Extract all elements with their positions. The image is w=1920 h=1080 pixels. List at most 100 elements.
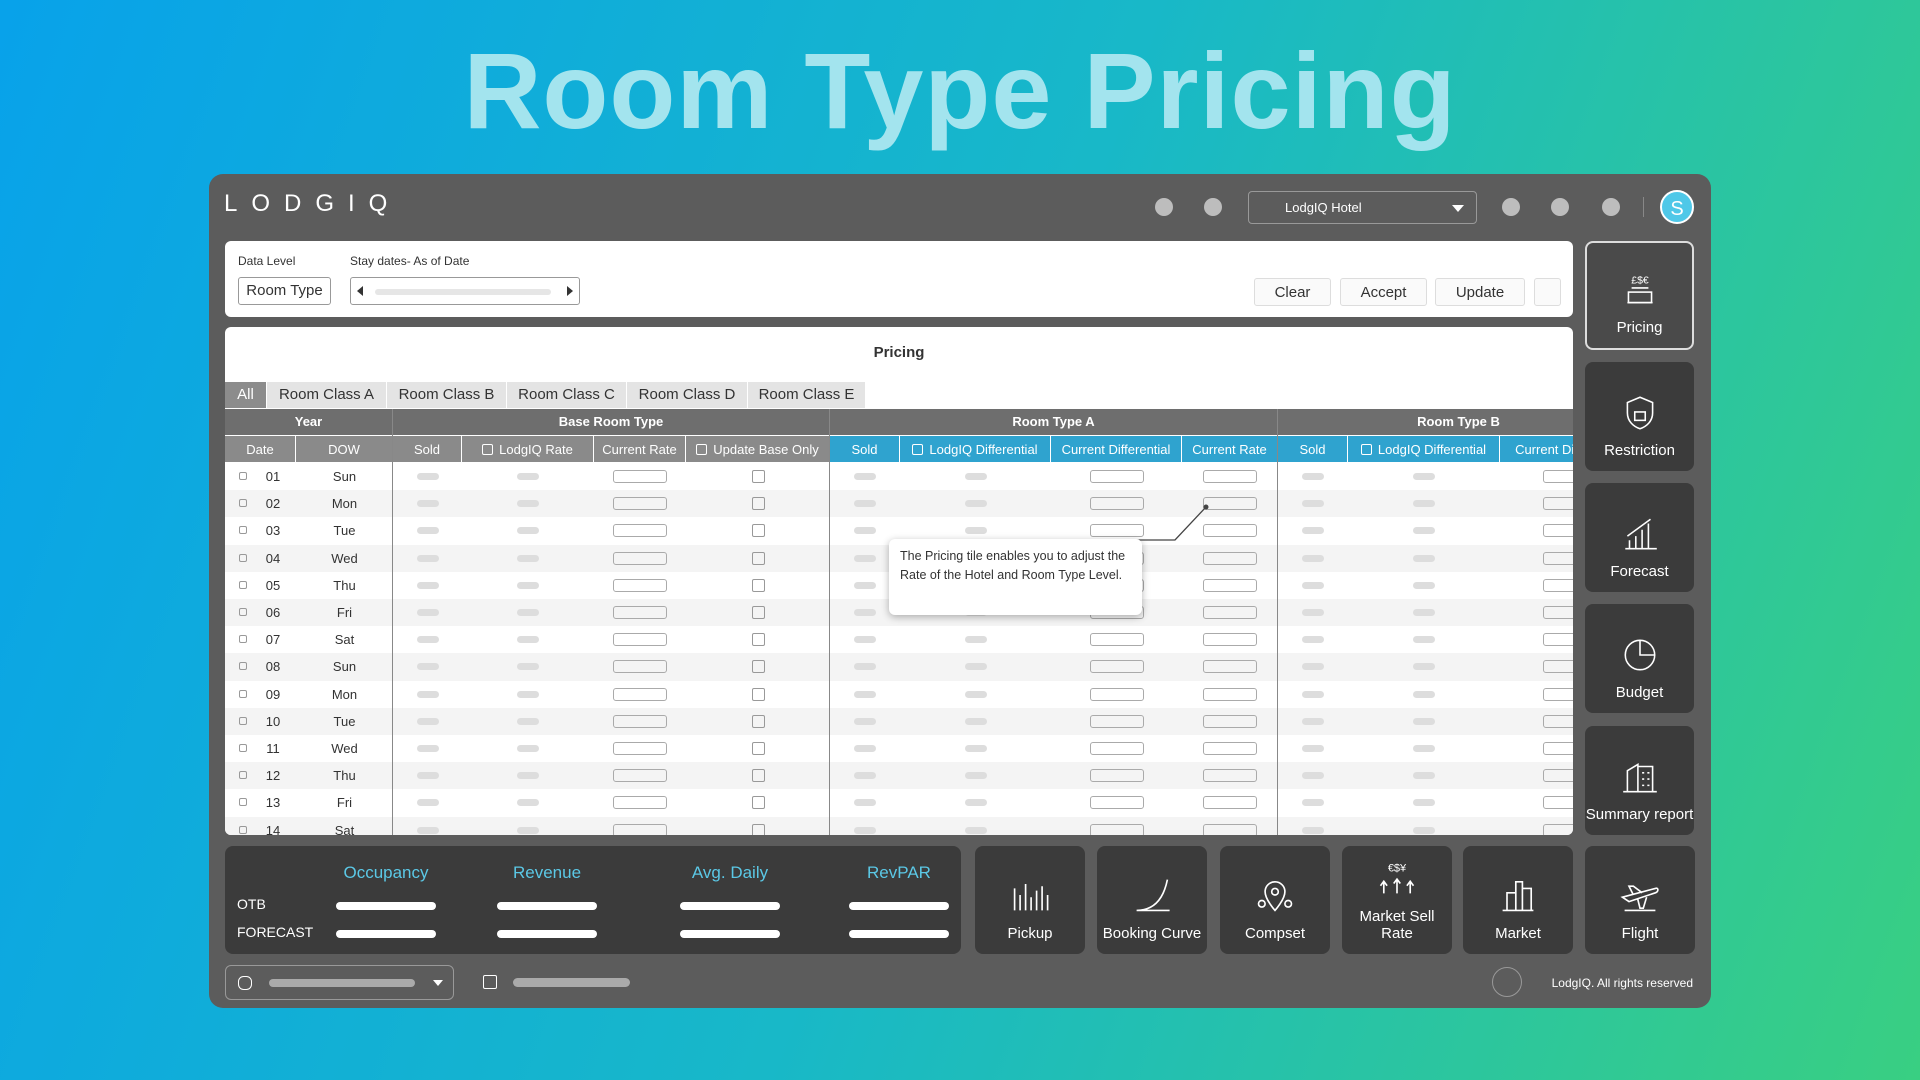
input-field[interactable]	[1089, 769, 1144, 783]
input-field[interactable]	[1543, 714, 1573, 728]
input-field[interactable]	[613, 823, 667, 835]
input-field[interactable]	[1089, 742, 1144, 756]
input-field[interactable]	[1543, 633, 1573, 647]
input-field[interactable]	[751, 714, 765, 728]
column-header[interactable]: DOW	[296, 436, 392, 462]
row-checkbox[interactable]	[239, 744, 247, 752]
column-header[interactable]: Current Rate	[594, 436, 685, 462]
tab[interactable]: All	[225, 382, 266, 408]
input-field[interactable]	[751, 578, 765, 592]
input-field[interactable]	[1543, 524, 1573, 538]
input-field[interactable]	[751, 551, 765, 565]
input-field[interactable]	[751, 633, 765, 647]
input-field[interactable]	[1203, 524, 1257, 538]
input-field[interactable]	[1203, 687, 1257, 701]
user-avatar[interactable]: S	[1660, 190, 1694, 224]
footer-select[interactable]	[225, 965, 454, 1000]
status-dot[interactable]	[1551, 198, 1569, 216]
input-field[interactable]	[751, 606, 765, 620]
input-field[interactable]	[1089, 660, 1144, 674]
row-checkbox[interactable]	[239, 662, 247, 671]
input-field[interactable]	[1203, 823, 1257, 835]
bottom-tile[interactable]: €$¥ Market Sell Rate	[1342, 846, 1452, 954]
input-field[interactable]	[751, 470, 765, 484]
input-field[interactable]	[1203, 660, 1257, 674]
column-header[interactable]: Current Differential	[1500, 436, 1573, 462]
column-header[interactable]: Sold	[1278, 436, 1347, 462]
tab[interactable]: Room Class E	[748, 382, 865, 408]
input-field[interactable]	[1543, 742, 1573, 756]
input-field[interactable]	[613, 769, 667, 783]
input-field[interactable]	[751, 769, 765, 783]
input-field[interactable]	[1203, 742, 1257, 756]
tab[interactable]: Room Class C	[507, 382, 626, 408]
action-button[interactable]: Clear	[1254, 278, 1331, 306]
input-field[interactable]	[1543, 660, 1573, 674]
tab[interactable]: Room Class D	[627, 382, 747, 408]
row-checkbox[interactable]	[239, 580, 247, 589]
input-field[interactable]	[1089, 633, 1144, 647]
column-header[interactable]: Date	[225, 436, 295, 462]
status-dot[interactable]	[1602, 198, 1620, 216]
download-button[interactable]	[1534, 278, 1561, 306]
input-field[interactable]	[1089, 823, 1144, 835]
row-checkbox[interactable]	[239, 472, 247, 480]
input-field[interactable]	[1543, 687, 1573, 701]
input-field[interactable]	[1089, 714, 1144, 728]
row-checkbox[interactable]	[239, 798, 247, 807]
support-icon[interactable]	[1492, 967, 1522, 997]
input-field[interactable]	[1203, 551, 1257, 565]
row-checkbox[interactable]	[239, 716, 247, 725]
input-field[interactable]	[751, 823, 765, 835]
column-header[interactable]: LodgIQ Differential	[900, 436, 1050, 462]
bottom-tile[interactable]: Flight	[1585, 846, 1695, 954]
side-tile[interactable]: Summary report	[1585, 726, 1694, 835]
row-checkbox[interactable]	[239, 635, 247, 644]
input-field[interactable]	[1203, 470, 1257, 484]
status-dot[interactable]	[1204, 198, 1222, 216]
side-tile[interactable]: £$€ Pricing	[1585, 241, 1694, 350]
bottom-tile[interactable]: Pickup	[975, 846, 1085, 954]
input-field[interactable]	[1543, 606, 1573, 620]
input-field[interactable]	[613, 633, 667, 647]
input-field[interactable]	[1543, 769, 1573, 783]
hotel-select[interactable]: LodgIQ Hotel	[1248, 191, 1477, 224]
action-button[interactable]: Accept	[1340, 278, 1427, 306]
input-field[interactable]	[1203, 796, 1257, 810]
input-field[interactable]	[613, 742, 667, 756]
tab[interactable]: Room Class A	[267, 382, 386, 408]
input-field[interactable]	[1203, 714, 1257, 728]
calendar-icon[interactable]	[483, 975, 497, 989]
input-field[interactable]	[1089, 796, 1144, 810]
side-tile[interactable]: Budget	[1585, 604, 1694, 713]
column-header[interactable]: LodgIQ Differential	[1348, 436, 1499, 462]
input-field[interactable]	[751, 742, 765, 756]
input-field[interactable]	[1543, 578, 1573, 592]
status-dot[interactable]	[1502, 198, 1520, 216]
input-field[interactable]	[1543, 823, 1573, 835]
input-field[interactable]	[1543, 470, 1573, 484]
status-dot[interactable]	[1155, 198, 1173, 216]
row-checkbox[interactable]	[239, 825, 247, 834]
data-level-select[interactable]: Room Type	[238, 277, 331, 305]
input-field[interactable]	[1203, 633, 1257, 647]
date-slider[interactable]	[350, 277, 580, 305]
input-field[interactable]	[751, 524, 765, 538]
row-checkbox[interactable]	[239, 553, 247, 562]
input-field[interactable]	[751, 687, 765, 701]
side-tile[interactable]: Restriction	[1585, 362, 1694, 471]
input-field[interactable]	[1203, 497, 1257, 511]
column-header[interactable]: Sold	[830, 436, 899, 462]
bottom-tile[interactable]: Compset	[1220, 846, 1330, 954]
input-field[interactable]	[613, 470, 667, 484]
input-field[interactable]	[1089, 470, 1144, 484]
input-field[interactable]	[613, 687, 667, 701]
bottom-tile[interactable]: Market	[1463, 846, 1573, 954]
input-field[interactable]	[1089, 497, 1144, 511]
tab[interactable]: Room Class B	[387, 382, 506, 408]
row-checkbox[interactable]	[239, 771, 247, 780]
input-field[interactable]	[1543, 551, 1573, 565]
input-field[interactable]	[751, 497, 765, 511]
input-field[interactable]	[1089, 524, 1144, 538]
input-field[interactable]	[751, 660, 765, 674]
